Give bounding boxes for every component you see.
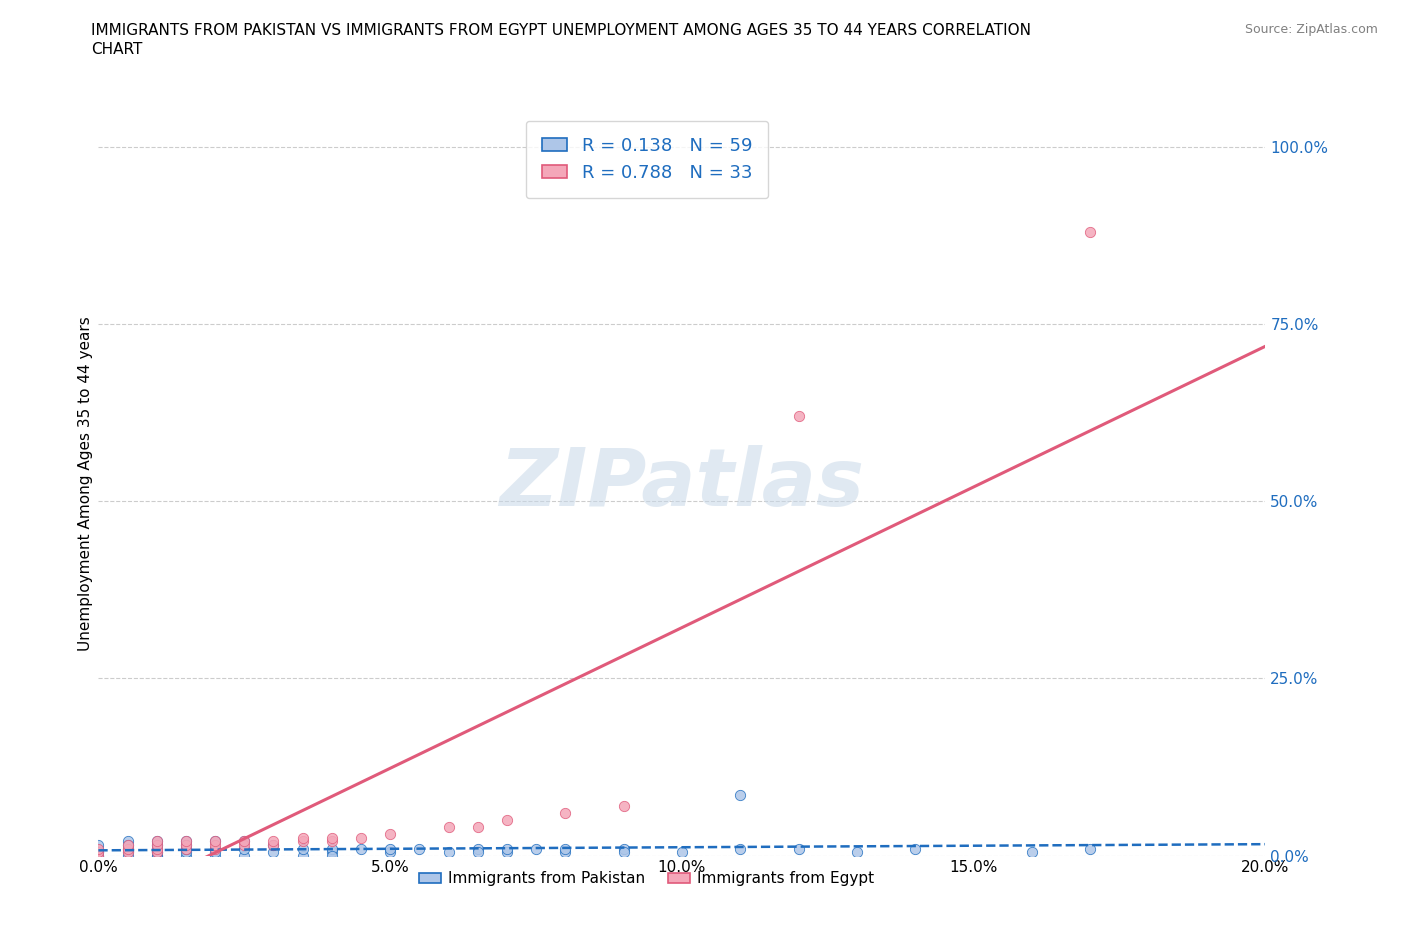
Point	[496, 813, 519, 828]
Point	[204, 844, 226, 859]
Point	[117, 838, 139, 853]
Point	[1080, 841, 1102, 856]
Point	[437, 844, 460, 859]
Point	[117, 841, 139, 856]
Point	[174, 841, 197, 856]
Point	[146, 848, 169, 863]
Point	[117, 848, 139, 863]
Point	[380, 844, 402, 859]
Y-axis label: Unemployment Among Ages 35 to 44 years: Unemployment Among Ages 35 to 44 years	[77, 316, 93, 651]
Point	[467, 841, 489, 856]
Point	[87, 848, 110, 863]
Point	[87, 841, 110, 856]
Point	[204, 841, 226, 856]
Point	[204, 834, 226, 849]
Point	[233, 838, 256, 853]
Point	[174, 834, 197, 849]
Point	[1080, 225, 1102, 240]
Point	[204, 841, 226, 856]
Point	[174, 844, 197, 859]
Point	[291, 830, 314, 845]
Point	[174, 838, 197, 853]
Point	[233, 834, 256, 849]
Point	[174, 838, 197, 853]
Point	[146, 841, 169, 856]
Text: Source: ZipAtlas.com: Source: ZipAtlas.com	[1244, 23, 1378, 36]
Point	[904, 841, 927, 856]
Text: IMMIGRANTS FROM PAKISTAN VS IMMIGRANTS FROM EGYPT UNEMPLOYMENT AMONG AGES 35 TO : IMMIGRANTS FROM PAKISTAN VS IMMIGRANTS F…	[91, 23, 1032, 38]
Point	[321, 848, 343, 863]
Point	[87, 848, 110, 863]
Point	[233, 834, 256, 849]
Point	[117, 841, 139, 856]
Point	[291, 848, 314, 863]
Point	[146, 834, 169, 849]
Point	[612, 841, 634, 856]
Point	[174, 834, 197, 849]
Point	[262, 838, 284, 853]
Point	[321, 830, 343, 845]
Point	[117, 844, 139, 859]
Point	[408, 841, 430, 856]
Point	[146, 838, 169, 853]
Point	[730, 788, 752, 803]
Point	[787, 841, 810, 856]
Point	[204, 848, 226, 863]
Point	[554, 841, 576, 856]
Point	[671, 844, 693, 859]
Point	[437, 820, 460, 835]
Point	[1021, 844, 1043, 859]
Point	[321, 841, 343, 856]
Point	[87, 848, 110, 863]
Text: CHART: CHART	[91, 42, 143, 57]
Point	[117, 838, 139, 853]
Point	[291, 834, 314, 849]
Point	[262, 838, 284, 853]
Point	[321, 844, 343, 859]
Point	[146, 844, 169, 859]
Point	[321, 834, 343, 849]
Point	[846, 844, 869, 859]
Point	[146, 838, 169, 853]
Point	[146, 844, 169, 859]
Point	[380, 827, 402, 842]
Point	[496, 844, 519, 859]
Point	[146, 834, 169, 849]
Point	[233, 841, 256, 856]
Point	[117, 834, 139, 849]
Point	[87, 841, 110, 856]
Point	[554, 805, 576, 820]
Point	[524, 841, 547, 856]
Legend: Immigrants from Pakistan, Immigrants from Egypt: Immigrants from Pakistan, Immigrants fro…	[413, 866, 880, 893]
Point	[146, 841, 169, 856]
Point	[262, 844, 284, 859]
Point	[174, 848, 197, 863]
Point	[787, 409, 810, 424]
Text: ZIPatlas: ZIPatlas	[499, 445, 865, 523]
Point	[87, 844, 110, 859]
Point	[204, 834, 226, 849]
Point	[146, 848, 169, 863]
Point	[612, 844, 634, 859]
Point	[496, 841, 519, 856]
Point	[380, 841, 402, 856]
Point	[204, 838, 226, 853]
Point	[467, 844, 489, 859]
Point	[117, 844, 139, 859]
Point	[350, 841, 373, 856]
Point	[174, 841, 197, 856]
Point	[87, 838, 110, 853]
Point	[233, 848, 256, 863]
Point	[262, 834, 284, 849]
Point	[730, 841, 752, 856]
Point	[612, 799, 634, 814]
Point	[291, 841, 314, 856]
Point	[467, 820, 489, 835]
Point	[350, 830, 373, 845]
Point	[554, 844, 576, 859]
Point	[87, 844, 110, 859]
Point	[146, 844, 169, 859]
Point	[87, 844, 110, 859]
